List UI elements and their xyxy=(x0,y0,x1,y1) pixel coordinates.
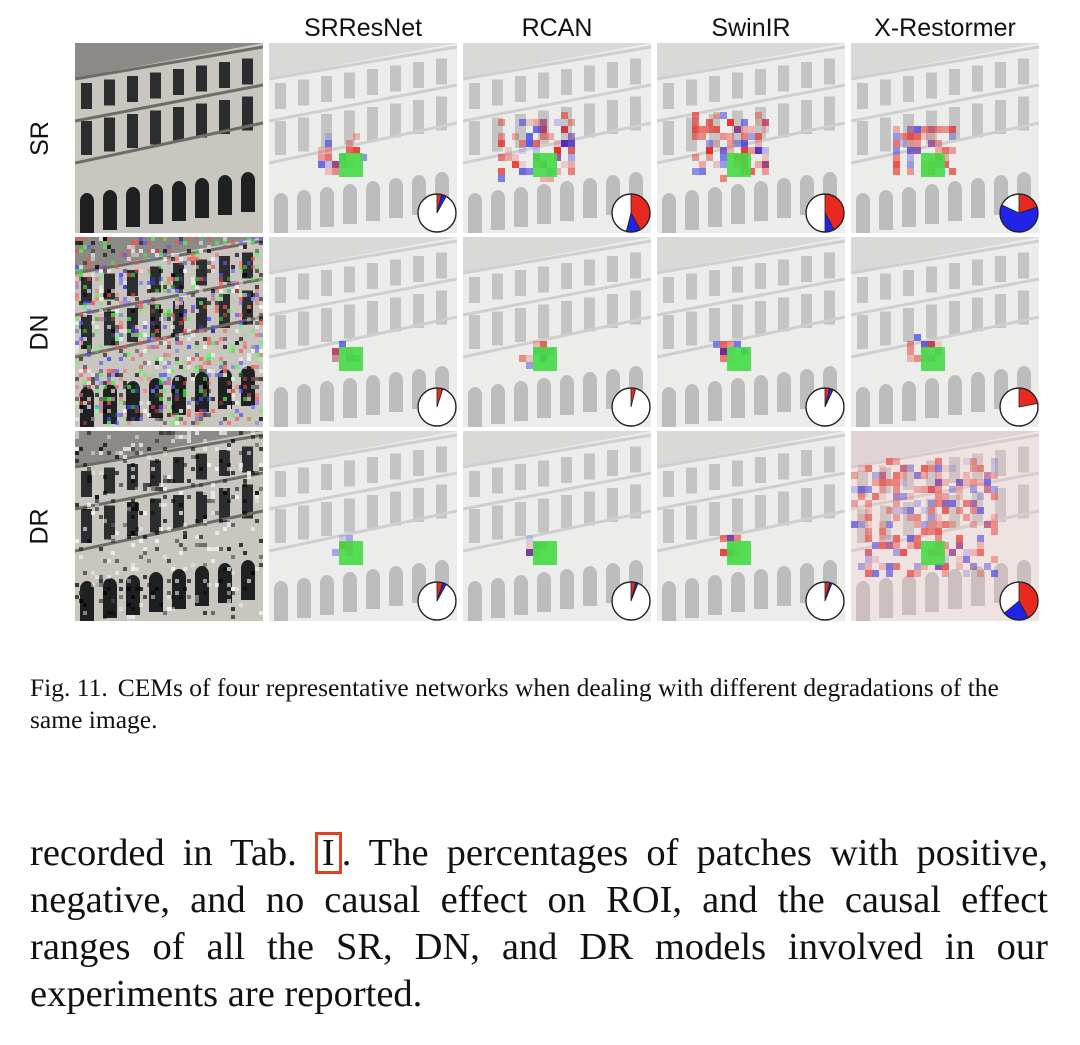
cem-map xyxy=(269,237,457,427)
cem-cell-dr-rcan xyxy=(463,431,651,621)
input-image xyxy=(75,431,263,621)
row-label-sr: SR xyxy=(25,120,54,156)
cem-map xyxy=(657,43,845,233)
roi-patch xyxy=(921,541,945,565)
causal-effect-pie xyxy=(805,581,845,621)
input-image xyxy=(75,237,263,427)
cem-cell-dr-swinir xyxy=(657,431,845,621)
cem-cell-dn-x-restormer xyxy=(851,237,1039,427)
paragraph-rest: . The percentages of patches with positi… xyxy=(30,832,1048,1015)
body-paragraph: recorded in Tab. I. The percentages of p… xyxy=(30,830,1048,1018)
caption-text: CEMs of four representative networks whe… xyxy=(30,673,999,734)
cem-map xyxy=(463,43,651,233)
cem-map xyxy=(269,431,457,621)
roi-patch xyxy=(727,541,751,565)
figure-caption: Fig. 11. CEMs of four representative netw… xyxy=(30,672,1050,736)
cem-map xyxy=(463,237,651,427)
cem-cell-dn-srresnet xyxy=(269,237,457,427)
roi-patch xyxy=(727,347,751,371)
column-header-srresnet: SRResNet xyxy=(303,14,423,42)
causal-effect-pie xyxy=(805,387,845,427)
input-image xyxy=(75,43,263,233)
causal-effect-pie xyxy=(417,581,457,621)
cem-map xyxy=(269,43,457,233)
column-header-swinir: SwinIR xyxy=(711,14,791,42)
causal-effect-pie xyxy=(611,387,651,427)
cem-cell-dr-input xyxy=(75,431,263,621)
roi-patch xyxy=(727,153,751,177)
causal-effect-pie xyxy=(999,193,1039,233)
cem-cell-dr-x-restormer xyxy=(851,431,1039,621)
cem-map xyxy=(851,431,1039,621)
roi-patch xyxy=(339,347,363,371)
roi-patch xyxy=(339,153,363,177)
causal-effect-pie xyxy=(417,387,457,427)
cem-cell-sr-rcan xyxy=(463,43,651,233)
column-header-x-restormer: X-Restormer xyxy=(874,14,1016,42)
cem-cell-sr-swinir xyxy=(657,43,845,233)
cem-cell-dr-srresnet xyxy=(269,431,457,621)
roi-patch xyxy=(533,153,557,177)
causal-effect-pie xyxy=(999,387,1039,427)
cem-cell-sr-input xyxy=(75,43,263,233)
causal-effect-pie xyxy=(611,193,651,233)
cem-cell-sr-srresnet xyxy=(269,43,457,233)
paragraph-lead: recorded in Tab. xyxy=(30,832,315,874)
cem-cell-sr-x-restormer xyxy=(851,43,1039,233)
cem-map xyxy=(657,431,845,621)
cem-map xyxy=(463,431,651,621)
causal-effect-pie xyxy=(611,581,651,621)
cem-cell-dn-swinir xyxy=(657,237,845,427)
cem-map xyxy=(851,237,1039,427)
roi-patch xyxy=(533,347,557,371)
cem-cell-dn-input xyxy=(75,237,263,427)
cem-cell-dn-rcan xyxy=(463,237,651,427)
column-header-rcan: RCAN xyxy=(521,14,593,42)
cem-map xyxy=(657,237,845,427)
row-label-dr: DR xyxy=(25,507,54,545)
roi-patch xyxy=(921,153,945,177)
roi-patch xyxy=(921,347,945,371)
roi-patch xyxy=(533,541,557,565)
row-label-dn: DN xyxy=(25,313,54,351)
causal-effect-pie xyxy=(805,193,845,233)
figure-label: Fig. 11. xyxy=(30,673,108,702)
cem-map xyxy=(851,43,1039,233)
causal-effect-pie xyxy=(999,581,1039,621)
roi-patch xyxy=(339,541,363,565)
table-reference-link[interactable]: I xyxy=(314,832,342,874)
causal-effect-pie xyxy=(417,193,457,233)
